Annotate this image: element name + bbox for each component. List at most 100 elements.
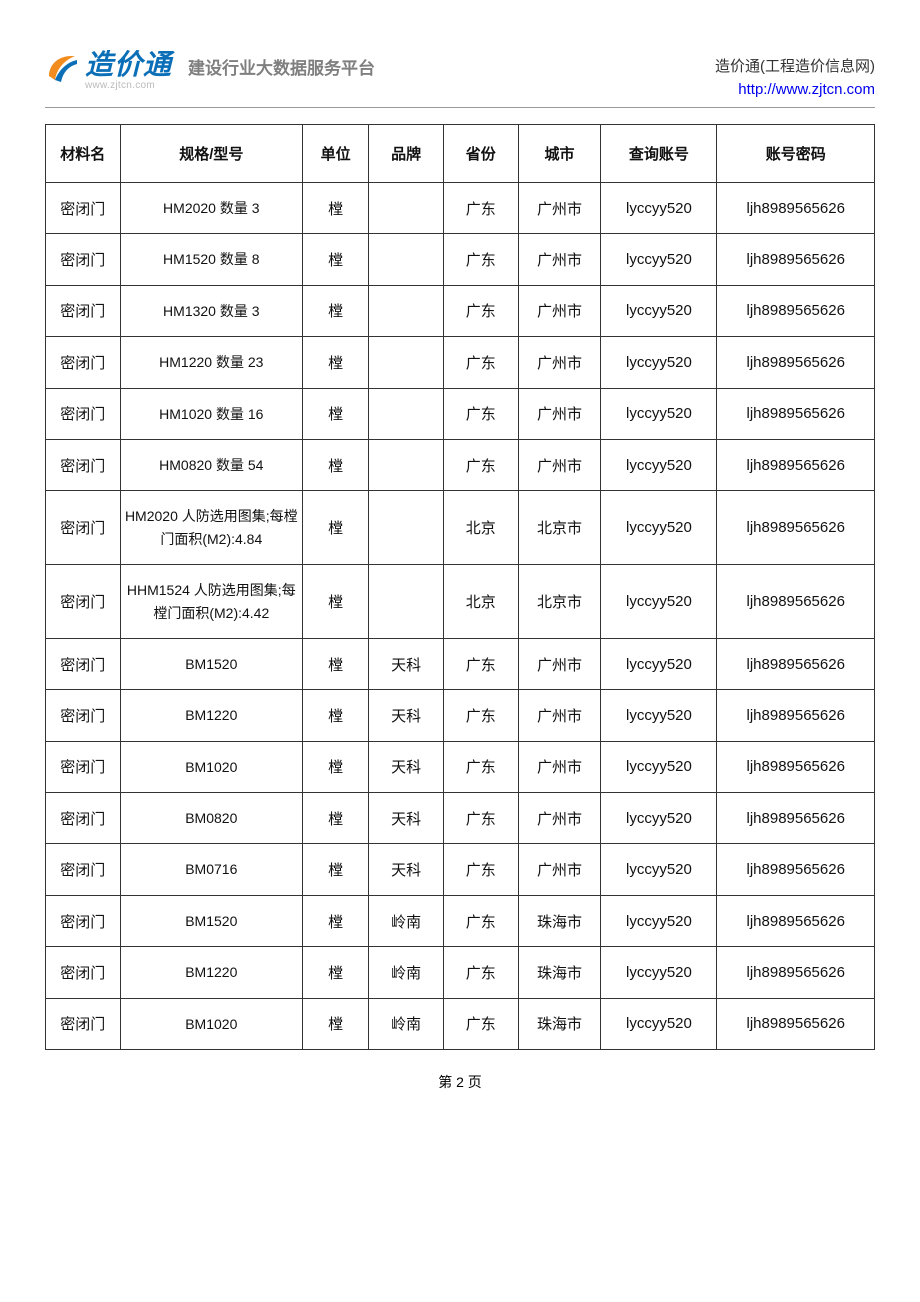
table-cell: lyccyy520 bbox=[601, 690, 717, 741]
table-cell: 密闭门 bbox=[46, 491, 121, 565]
table-cell: 樘 bbox=[302, 844, 368, 895]
table-cell: 广州市 bbox=[518, 183, 601, 234]
table-cell: 广东 bbox=[443, 638, 518, 689]
table-cell: 密闭门 bbox=[46, 741, 121, 792]
table-cell: ljh8989565626 bbox=[717, 690, 875, 741]
table-cell: 广东 bbox=[443, 388, 518, 439]
page-container: 造价通 www.zjtcn.com 建设行业大数据服务平台 造价通(工程造价信息… bbox=[0, 0, 920, 1122]
table-cell: 樘 bbox=[302, 439, 368, 490]
table-cell: 广州市 bbox=[518, 234, 601, 285]
table-cell: lyccyy520 bbox=[601, 285, 717, 336]
table-cell: ljh8989565626 bbox=[717, 337, 875, 388]
table-cell: 广州市 bbox=[518, 690, 601, 741]
table-cell: ljh8989565626 bbox=[717, 491, 875, 565]
table-cell: 樘 bbox=[302, 690, 368, 741]
table-cell: 天科 bbox=[369, 741, 444, 792]
table-cell: 天科 bbox=[369, 638, 444, 689]
col-header-spec: 规格/型号 bbox=[120, 125, 302, 183]
table-cell: lyccyy520 bbox=[601, 183, 717, 234]
table-cell bbox=[369, 183, 444, 234]
table-cell: ljh8989565626 bbox=[717, 439, 875, 490]
table-row: 密闭门BM0820樘天科广东广州市lyccyy520ljh8989565626 bbox=[46, 793, 875, 844]
table-row: 密闭门BM1020樘天科广东广州市lyccyy520ljh8989565626 bbox=[46, 741, 875, 792]
table-cell: HM1220 数量 23 bbox=[120, 337, 302, 388]
table-cell: 广东 bbox=[443, 337, 518, 388]
table-cell: 樘 bbox=[302, 183, 368, 234]
table-cell: lyccyy520 bbox=[601, 638, 717, 689]
table-row: 密闭门HM1020 数量 16樘广东广州市lyccyy520ljh8989565… bbox=[46, 388, 875, 439]
table-cell: 广州市 bbox=[518, 285, 601, 336]
table-cell: HM2020 数量 3 bbox=[120, 183, 302, 234]
table-cell: lyccyy520 bbox=[601, 337, 717, 388]
table-cell: lyccyy520 bbox=[601, 565, 717, 639]
table-cell: 广东 bbox=[443, 439, 518, 490]
table-cell: lyccyy520 bbox=[601, 491, 717, 565]
site-logo: 造价通 www.zjtcn.com bbox=[45, 50, 172, 91]
table-cell: 广东 bbox=[443, 998, 518, 1049]
page-header: 造价通 www.zjtcn.com 建设行业大数据服务平台 造价通(工程造价信息… bbox=[45, 50, 875, 108]
table-cell: 樘 bbox=[302, 388, 368, 439]
table-row: 密闭门HM0820 数量 54樘广东广州市lyccyy520ljh8989565… bbox=[46, 439, 875, 490]
table-row: 密闭门BM0716樘天科广东广州市lyccyy520ljh8989565626 bbox=[46, 844, 875, 895]
table-cell: ljh8989565626 bbox=[717, 183, 875, 234]
table-row: 密闭门HM1320 数量 3樘广东广州市lyccyy520ljh89895656… bbox=[46, 285, 875, 336]
table-cell: lyccyy520 bbox=[601, 998, 717, 1049]
table-cell: 珠海市 bbox=[518, 947, 601, 998]
table-cell: 广东 bbox=[443, 183, 518, 234]
table-cell: 岭南 bbox=[369, 895, 444, 946]
table-cell: 密闭门 bbox=[46, 690, 121, 741]
table-cell: ljh8989565626 bbox=[717, 844, 875, 895]
col-header-province: 省份 bbox=[443, 125, 518, 183]
table-cell: 广东 bbox=[443, 741, 518, 792]
table-row: 密闭门BM1520樘天科广东广州市lyccyy520ljh8989565626 bbox=[46, 638, 875, 689]
table-cell: ljh8989565626 bbox=[717, 565, 875, 639]
table-row: 密闭门HM2020 数量 3樘广东广州市lyccyy520ljh89895656… bbox=[46, 183, 875, 234]
header-left: 造价通 www.zjtcn.com 建设行业大数据服务平台 bbox=[45, 50, 375, 91]
table-cell: lyccyy520 bbox=[601, 844, 717, 895]
table-cell: 樘 bbox=[302, 337, 368, 388]
table-cell bbox=[369, 565, 444, 639]
table-cell: 密闭门 bbox=[46, 844, 121, 895]
table-cell: 北京 bbox=[443, 491, 518, 565]
page-footer: 第 2 页 bbox=[45, 1072, 875, 1092]
table-cell: lyccyy520 bbox=[601, 439, 717, 490]
table-row: 密闭门HHM1524 人防选用图集;每樘门面积(M2):4.42樘北京北京市ly… bbox=[46, 565, 875, 639]
table-cell: 密闭门 bbox=[46, 285, 121, 336]
table-row: 密闭门BM1220樘岭南广东珠海市lyccyy520ljh8989565626 bbox=[46, 947, 875, 998]
col-header-city: 城市 bbox=[518, 125, 601, 183]
table-row: 密闭门BM1220樘天科广东广州市lyccyy520ljh8989565626 bbox=[46, 690, 875, 741]
table-cell: lyccyy520 bbox=[601, 947, 717, 998]
table-cell bbox=[369, 388, 444, 439]
logo-url-under: www.zjtcn.com bbox=[85, 81, 172, 91]
table-cell: 樘 bbox=[302, 741, 368, 792]
table-row: 密闭门HM1220 数量 23樘广东广州市lyccyy520ljh8989565… bbox=[46, 337, 875, 388]
table-cell: 天科 bbox=[369, 793, 444, 844]
table-cell: 岭南 bbox=[369, 947, 444, 998]
table-cell: BM1520 bbox=[120, 638, 302, 689]
table-cell: 广东 bbox=[443, 844, 518, 895]
table-body: 密闭门HM2020 数量 3樘广东广州市lyccyy520ljh89895656… bbox=[46, 183, 875, 1050]
table-cell: BM1520 bbox=[120, 895, 302, 946]
table-cell: HM0820 数量 54 bbox=[120, 439, 302, 490]
site-url-link[interactable]: http://www.zjtcn.com bbox=[715, 79, 875, 102]
table-head: 材料名 规格/型号 单位 品牌 省份 城市 查询账号 账号密码 bbox=[46, 125, 875, 183]
table-cell: 密闭门 bbox=[46, 998, 121, 1049]
table-cell: lyccyy520 bbox=[601, 234, 717, 285]
tagline: 建设行业大数据服务平台 bbox=[188, 54, 375, 79]
table-cell: lyccyy520 bbox=[601, 741, 717, 792]
table-cell: 樘 bbox=[302, 895, 368, 946]
table-cell: 樘 bbox=[302, 234, 368, 285]
table-cell: ljh8989565626 bbox=[717, 947, 875, 998]
table-row: 密闭门HM2020 人防选用图集;每樘门面积(M2):4.84樘北京北京市lyc… bbox=[46, 491, 875, 565]
table-cell: ljh8989565626 bbox=[717, 638, 875, 689]
logo-text-group: 造价通 www.zjtcn.com bbox=[85, 51, 172, 91]
table-cell: HM1320 数量 3 bbox=[120, 285, 302, 336]
table-cell: 北京市 bbox=[518, 491, 601, 565]
header-right: 造价通(工程造价信息网) http://www.zjtcn.com bbox=[715, 50, 875, 101]
table-cell: ljh8989565626 bbox=[717, 793, 875, 844]
table-cell: 广州市 bbox=[518, 844, 601, 895]
col-header-password: 账号密码 bbox=[717, 125, 875, 183]
logo-text: 造价通 bbox=[85, 51, 172, 79]
table-cell: BM1220 bbox=[120, 947, 302, 998]
table-cell: 樘 bbox=[302, 565, 368, 639]
